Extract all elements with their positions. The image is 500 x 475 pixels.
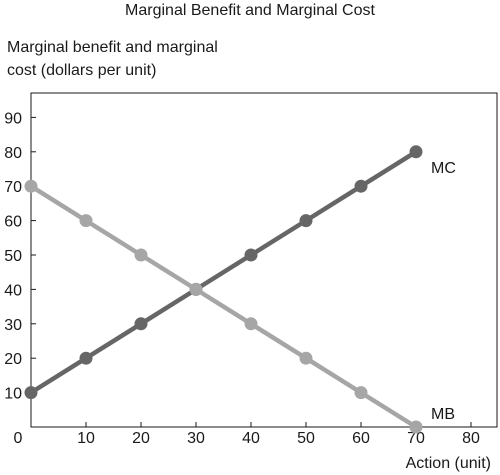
y-tick-label: 30: [4, 317, 22, 334]
data-point-mb: [354, 386, 368, 400]
y-tick-label: 70: [4, 179, 22, 196]
y-tick-label: 50: [4, 248, 22, 265]
y-tick-label: 80: [4, 145, 22, 162]
x-tick-label: 60: [352, 430, 370, 447]
x-tick-label: 50: [297, 430, 315, 447]
data-point-mc: [354, 179, 368, 193]
data-point-mb: [299, 351, 313, 365]
x-axis-label: Action (unit): [405, 455, 491, 472]
y-tick-label: 60: [4, 214, 22, 231]
data-point-mc: [24, 386, 38, 400]
x-tick-label: 80: [462, 430, 480, 447]
x-tick-label: 0: [14, 430, 23, 447]
x-tick-label: 20: [132, 430, 150, 447]
series-line-mc: [29, 149, 418, 395]
series-label-mb: MB: [431, 406, 455, 423]
y-tick-label: 20: [4, 351, 22, 368]
data-point-mb: [409, 420, 423, 434]
data-point-mc: [79, 351, 93, 365]
data-point-mb: [24, 179, 38, 193]
y-tick-label: 40: [4, 282, 22, 299]
y-tick-label: 90: [4, 110, 22, 127]
series-label-mc: MC: [431, 160, 456, 177]
data-point-mb: [244, 317, 258, 331]
data-point-mb: [79, 214, 93, 228]
plot-frame: [30, 92, 498, 428]
x-tick-label: 10: [77, 430, 95, 447]
data-point-mc: [409, 145, 423, 159]
data-point-mc: [134, 317, 148, 331]
y-axis-label: Marginal benefit and marginal cost (doll…: [7, 36, 218, 82]
x-tick-label: 70: [407, 430, 425, 447]
y-axis-label-line-2: cost (dollars per unit): [7, 62, 157, 79]
chart-title: Marginal Benefit and Marginal Cost: [125, 2, 375, 19]
data-point-mb: [189, 282, 203, 296]
y-axis-label-line-1: Marginal benefit and marginal: [7, 39, 218, 56]
y-tick-label: 10: [4, 386, 22, 403]
series-line-mb: [29, 184, 418, 429]
data-point-mb: [134, 248, 148, 262]
x-tick-label: 40: [242, 430, 260, 447]
x-tick-label: 30: [187, 430, 205, 447]
data-point-mc: [244, 248, 258, 262]
data-point-mc: [299, 214, 313, 228]
